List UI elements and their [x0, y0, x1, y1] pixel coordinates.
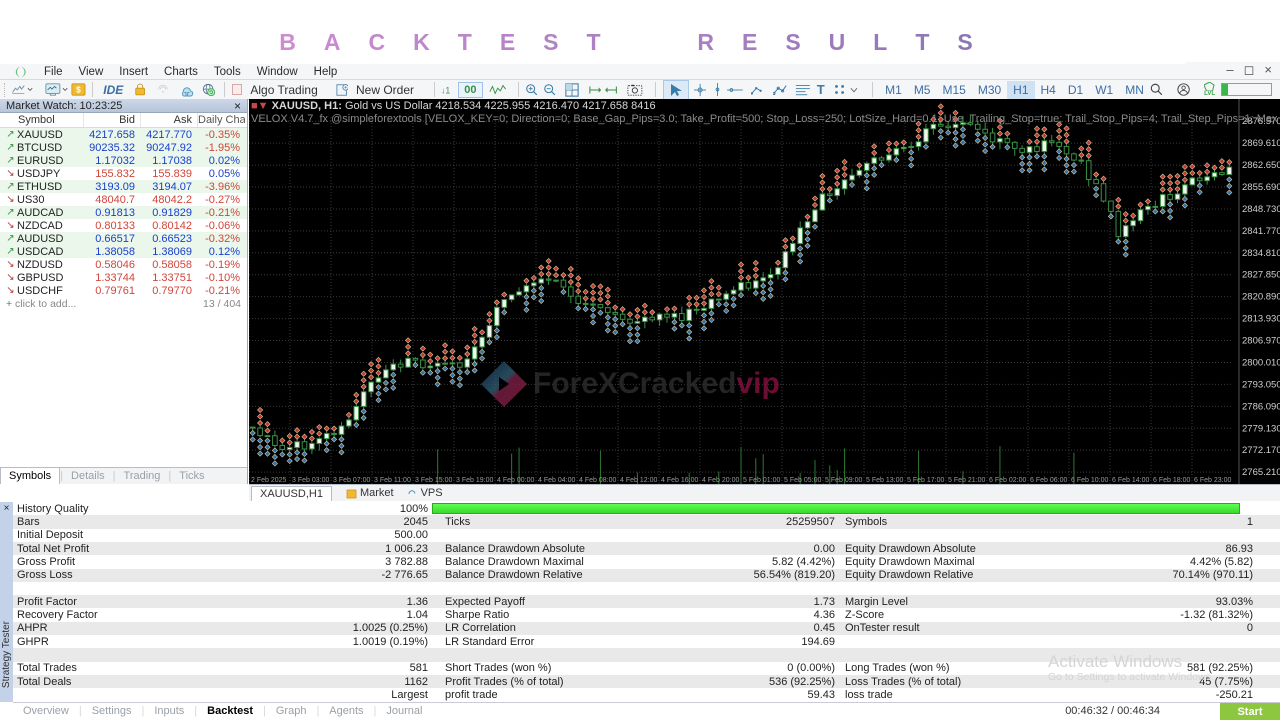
svg-text:$: $: [77, 85, 82, 95]
svg-text:6 Feb 14:00: 6 Feb 14:00: [1112, 477, 1149, 484]
svg-text:2806.970: 2806.970: [1242, 336, 1280, 347]
svg-text:6 Feb 02:00: 6 Feb 02:00: [989, 477, 1026, 484]
svg-text:2779.130: 2779.130: [1242, 423, 1280, 434]
svg-text:5 Feb 21:00: 5 Feb 21:00: [948, 477, 985, 484]
svg-text:5 Feb 13:00: 5 Feb 13:00: [866, 477, 903, 484]
svg-text:5 Feb 17:00: 5 Feb 17:00: [907, 477, 944, 484]
svg-text:2820.890: 2820.890: [1242, 292, 1280, 303]
svg-text:5 Feb 05:00: 5 Feb 05:00: [784, 477, 821, 484]
svg-text:2848.730: 2848.730: [1242, 204, 1280, 215]
svg-text:5 Feb 09:00: 5 Feb 09:00: [825, 477, 862, 484]
svg-text:2869.610: 2869.610: [1242, 138, 1280, 149]
svg-text:6 Feb 10:00: 6 Feb 10:00: [1071, 477, 1108, 484]
svg-text:2834.810: 2834.810: [1242, 248, 1280, 259]
svg-text:2 Feb 2025: 2 Feb 2025: [251, 477, 287, 484]
svg-text:↓1: ↓1: [441, 85, 450, 95]
svg-text:4 Feb 04:00: 4 Feb 04:00: [538, 477, 575, 484]
svg-text:3 Feb 11:00: 3 Feb 11:00: [374, 477, 411, 484]
svg-text:2793.050: 2793.050: [1242, 379, 1280, 390]
svg-text:6 Feb 06:00: 6 Feb 06:00: [1030, 477, 1067, 484]
svg-text:4 Feb 00:00: 4 Feb 00:00: [497, 477, 534, 484]
svg-text:3 Feb 07:00: 3 Feb 07:00: [333, 477, 370, 484]
svg-text:4 Feb 16:00: 4 Feb 16:00: [661, 477, 698, 484]
svg-text:4 Feb 08:00: 4 Feb 08:00: [579, 477, 616, 484]
svg-text:3 Feb 03:00: 3 Feb 03:00: [292, 477, 329, 484]
svg-text:2855.690: 2855.690: [1242, 182, 1280, 193]
svg-text:4 Feb 12:00: 4 Feb 12:00: [620, 477, 657, 484]
svg-text:3 Feb 19:00: 3 Feb 19:00: [456, 477, 493, 484]
svg-text:2841.770: 2841.770: [1242, 226, 1280, 237]
svg-text:2765.210: 2765.210: [1242, 467, 1280, 478]
svg-text:2813.930: 2813.930: [1242, 314, 1280, 325]
svg-text:5 Feb 01:00: 5 Feb 01:00: [743, 477, 780, 484]
svg-text:2827.850: 2827.850: [1242, 270, 1280, 281]
svg-text:6 Feb 23:00: 6 Feb 23:00: [1194, 477, 1231, 484]
svg-text:2862.650: 2862.650: [1242, 160, 1280, 171]
svg-text:2786.090: 2786.090: [1242, 401, 1280, 412]
svg-text:4 Feb 20:00: 4 Feb 20:00: [702, 477, 739, 484]
svg-text:2800.010: 2800.010: [1242, 357, 1280, 368]
svg-text:6 Feb 18:00: 6 Feb 18:00: [1153, 477, 1190, 484]
svg-text:2772.170: 2772.170: [1242, 445, 1280, 456]
svg-text:3 Feb 15:00: 3 Feb 15:00: [415, 477, 452, 484]
